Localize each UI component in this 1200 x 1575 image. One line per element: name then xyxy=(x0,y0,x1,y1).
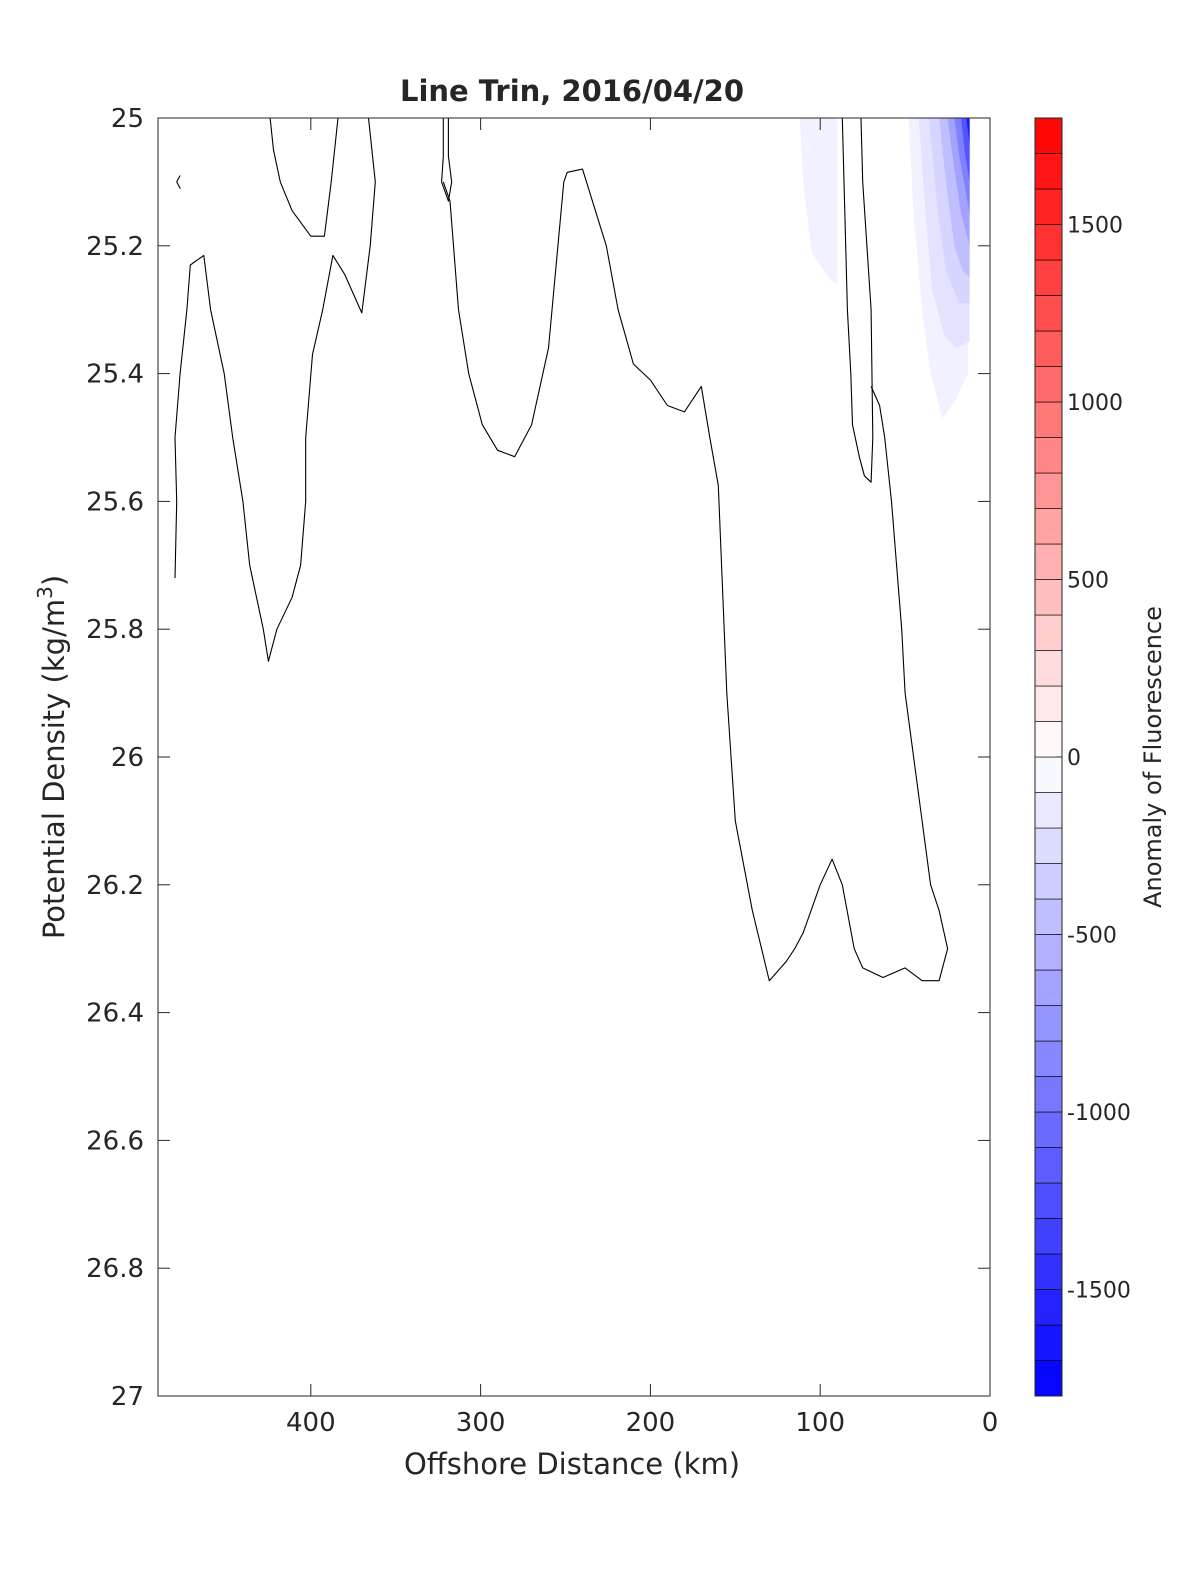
axis-ticks xyxy=(158,117,991,1397)
colorbar-level-7 xyxy=(1034,1111,1063,1148)
colorbar-level-24 xyxy=(1034,508,1063,545)
chart-title: Line Trin, 2016/04/20 xyxy=(400,74,744,108)
colorbar-level-25 xyxy=(1034,472,1063,509)
contour-line-5 xyxy=(841,118,874,483)
contour-line-3 xyxy=(441,118,453,202)
colorbar-tick-label-1: 1000 xyxy=(1067,391,1123,416)
contour-line-2 xyxy=(269,118,339,237)
colorbar-level-26 xyxy=(1034,437,1063,474)
colorbar-tick-labels: 1500 1000 500 0 -500 -1000 -1500 xyxy=(1067,214,1131,1304)
y-tick-label-8: 26.6 xyxy=(86,1126,144,1156)
x-tick-label-4: 0 xyxy=(982,1408,999,1438)
x-tick-label-1: 300 xyxy=(456,1408,506,1438)
filled-region-0 xyxy=(799,118,838,285)
y-tick-label-9: 26.8 xyxy=(86,1254,144,1284)
colorbar-level-15 xyxy=(1034,827,1063,864)
colorbar-level-9 xyxy=(1034,1040,1063,1077)
colorbar-tick-label-3: 0 xyxy=(1067,746,1081,771)
x-tick-labels: 400 300 200 100 0 xyxy=(286,1408,998,1438)
colorbar-level-31 xyxy=(1034,259,1063,296)
colorbar-level-23 xyxy=(1034,543,1063,580)
colorbar-level-13 xyxy=(1034,898,1063,935)
colorbar-tick-label-4: -500 xyxy=(1067,924,1117,949)
colorbar-level-21 xyxy=(1034,614,1063,651)
filled-region-7 xyxy=(961,118,970,182)
x-axis-label: Offshore Distance (km) xyxy=(404,1447,740,1481)
colorbar-level-3 xyxy=(1034,1253,1063,1290)
colorbar-level-30 xyxy=(1034,295,1063,332)
colorbar-level-0 xyxy=(1034,1360,1063,1397)
contour-line-1 xyxy=(174,118,376,662)
colorbar xyxy=(1034,117,1063,1397)
contour-line-0 xyxy=(176,175,181,189)
y-tick-label-2: 25.4 xyxy=(86,360,144,390)
colorbar-level-10 xyxy=(1034,1005,1063,1042)
plot-area xyxy=(158,118,990,1396)
colorbar-level-8 xyxy=(1034,1076,1063,1113)
colorbar-level-28 xyxy=(1034,366,1063,403)
colorbar-level-33 xyxy=(1034,188,1063,225)
colorbar-level-6 xyxy=(1034,1147,1063,1184)
colorbar-level-16 xyxy=(1034,792,1063,829)
y-axis-label-main: Potential Density (kg/m xyxy=(37,599,71,939)
colorbar-level-11 xyxy=(1034,969,1063,1006)
colorbar-level-22 xyxy=(1034,579,1063,616)
y-tick-label-10: 27 xyxy=(111,1382,144,1412)
y-tick-label-3: 25.6 xyxy=(86,487,144,517)
colorbar-level-4 xyxy=(1034,1218,1063,1255)
filled-contours xyxy=(799,118,970,419)
colorbar-level-20 xyxy=(1034,650,1063,687)
colorbar-level-34 xyxy=(1034,153,1063,190)
x-tick-label-2: 200 xyxy=(626,1408,676,1438)
colorbar-level-17 xyxy=(1034,756,1063,793)
colorbar-level-1 xyxy=(1034,1324,1063,1361)
colorbar-level-5 xyxy=(1034,1182,1063,1219)
y-tick-label-4: 25.8 xyxy=(86,615,144,645)
colorbar-tick-label-0: 1500 xyxy=(1067,214,1123,239)
colorbar-level-12 xyxy=(1034,934,1063,971)
colorbar-level-27 xyxy=(1034,401,1063,438)
colorbar-level-19 xyxy=(1034,685,1063,722)
y-axis-label: Potential Density (kg/m3) xyxy=(33,575,71,939)
colorbar-label: Anomaly of Fluorescence xyxy=(1139,606,1167,908)
colorbar-tick-label-5: -1000 xyxy=(1067,1101,1131,1126)
y-tick-label-1: 25.2 xyxy=(86,232,144,262)
colorbar-ticks xyxy=(1056,224,1062,1290)
y-tick-label-0: 25 xyxy=(111,104,144,134)
y-axis-label-close: ) xyxy=(37,575,71,586)
x-tick-label-3: 100 xyxy=(795,1408,845,1438)
y-tick-labels: 25 25.2 25.4 25.6 25.8 26 26.2 26.4 26.6 26.8 27 xyxy=(86,104,144,1412)
colorbar-level-18 xyxy=(1034,721,1063,758)
y-axis-label-superscript: 3 xyxy=(33,586,57,599)
colorbar-tick-label-2: 500 xyxy=(1067,569,1109,594)
y-tick-label-5: 26 xyxy=(111,743,144,773)
y-tick-label-7: 26.4 xyxy=(86,999,144,1029)
y-tick-label-6: 26.2 xyxy=(86,871,144,901)
filled-region-8 xyxy=(966,118,970,144)
colorbar-level-32 xyxy=(1034,224,1063,261)
colorbar-tick-label-6: -1500 xyxy=(1067,1279,1131,1304)
x-tick-label-0: 400 xyxy=(286,1408,336,1438)
colorbar-level-29 xyxy=(1034,330,1063,367)
colorbar-level-35 xyxy=(1034,117,1063,154)
colorbar-level-14 xyxy=(1034,863,1063,900)
contour-lines xyxy=(174,118,949,982)
colorbar-level-2 xyxy=(1034,1289,1063,1326)
contour-line-4 xyxy=(442,168,949,982)
